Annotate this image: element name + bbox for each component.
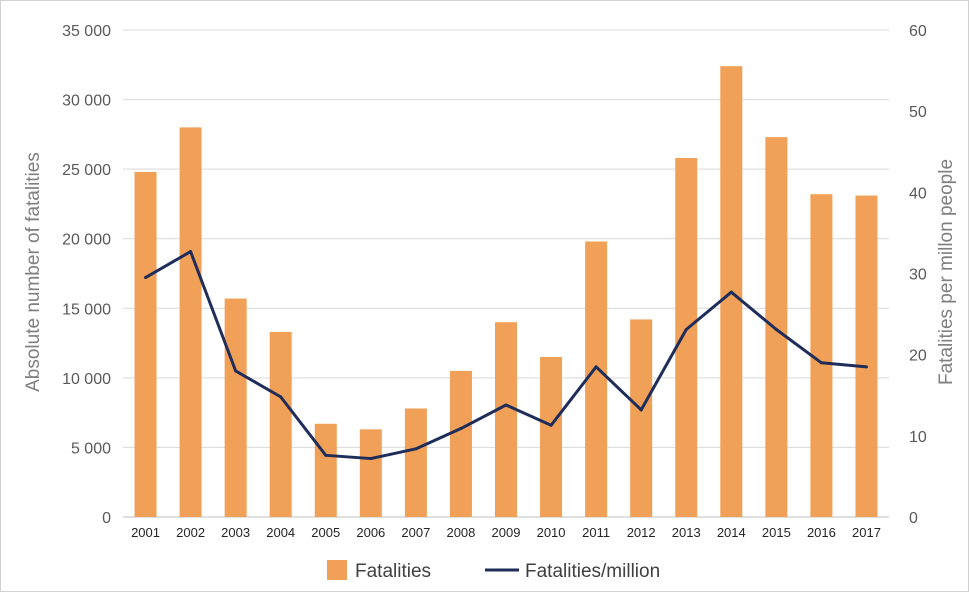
right-tick-label: 40 [909,185,927,202]
bar-2013 [675,158,698,518]
legend-label-fatalities: Fatalities [355,561,431,582]
right-tick-label: 30 [909,267,927,284]
x-tick-label: 2005 [311,525,340,540]
point-2008 [459,427,463,431]
bar-2010 [540,356,563,517]
x-tick-label: 2007 [401,525,430,540]
x-tick-label: 2002 [176,525,205,540]
x-tick-label: 2017 [852,525,881,540]
point-2007 [414,447,418,451]
x-tick-label: 2004 [266,525,295,540]
bar-2016 [810,194,833,517]
point-2001 [144,276,148,280]
left-tick-label: 35 000 [62,23,111,40]
right-axis-ticks: 0 10 20 30 40 50 60 [909,23,927,527]
x-tick-label: 2009 [492,525,521,540]
left-axis-ticks: 0 5 000 10 000 15 000 20 000 25 000 30 000 35 0… [62,23,111,527]
legend-label-fatalities-per-million: Fatalities/million [525,561,660,582]
bar-2001 [134,171,157,517]
point-2010 [549,423,553,427]
x-tick-label: 2008 [446,525,475,540]
bar-2017 [855,195,878,517]
legend: Fatalities Fatalities/million [327,560,660,582]
left-tick-label: 30 000 [62,93,111,110]
x-tick-label: 2013 [672,525,701,540]
x-tick-label: 2006 [356,525,385,540]
point-2015 [774,328,778,332]
bar-2003 [224,298,247,517]
x-tick-label: 2016 [807,525,836,540]
right-tick-label: 20 [909,348,927,365]
bar-2009 [495,322,517,517]
x-tick-label: 2003 [221,525,250,540]
bars [134,66,878,518]
point-2006 [369,457,373,461]
bar-2015 [765,137,788,517]
point-2016 [819,361,823,365]
legend-swatch-fatalities [327,560,347,580]
x-axis-ticks: 2001 2002 2003 2004 2005 2006 2007 2008 2009 2010… [131,525,881,540]
right-tick-label: 60 [909,23,927,40]
bar-2012 [630,319,653,517]
line-series [144,250,868,461]
bar-2008 [449,370,472,517]
bar-2006 [359,429,382,517]
x-tick-label: 2001 [131,525,160,540]
point-2011 [594,365,598,369]
x-tick-label: 2012 [627,525,656,540]
point-2013 [684,328,688,332]
left-tick-label: 20 000 [62,232,111,249]
right-axis-title: Fatalities per millon people [936,159,957,385]
bar-2007 [404,408,427,517]
left-tick-label: 25 000 [62,162,111,179]
point-2002 [189,250,193,254]
point-2003 [234,369,238,373]
left-tick-label: 10 000 [62,371,111,388]
point-2014 [729,290,733,294]
point-2012 [639,408,643,412]
left-axis-title: Absolute number of fatalities [23,152,44,392]
bar-2011 [585,241,608,518]
x-tick-label: 2014 [717,525,746,540]
point-2017 [864,365,868,369]
point-2009 [504,403,508,407]
right-tick-label: 50 [909,104,927,121]
point-2004 [279,395,283,399]
left-tick-label: 0 [102,510,111,527]
left-tick-label: 15 000 [62,301,111,318]
bar-2002 [179,127,202,518]
bar-2004 [269,331,292,517]
right-tick-label: 0 [909,510,918,527]
bar-2005 [314,423,337,517]
left-tick-label: 5 000 [71,440,111,457]
right-tick-label: 10 [909,429,927,446]
x-tick-label: 2010 [537,525,566,540]
point-2005 [324,453,328,457]
x-tick-label: 2015 [762,525,791,540]
x-tick-label: 2011 [582,525,610,540]
